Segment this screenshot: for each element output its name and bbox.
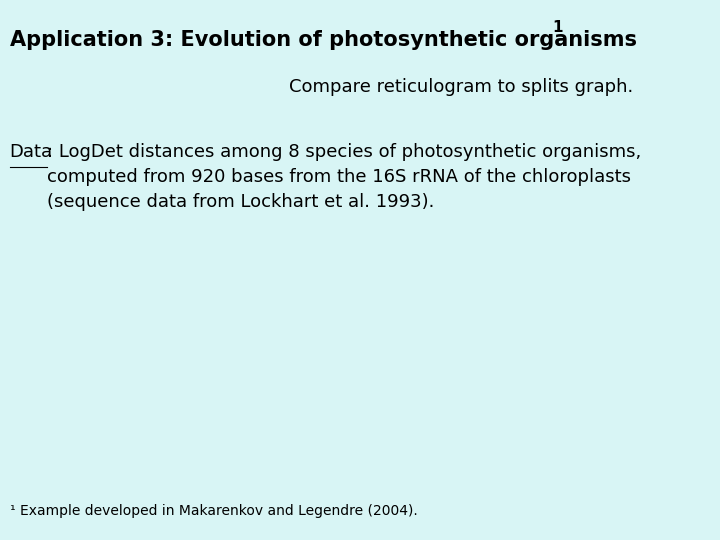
Text: Compare reticulogram to splits graph.: Compare reticulogram to splits graph. [289,78,633,96]
Text: ¹ Example developed in Makarenkov and Legendre (2004).: ¹ Example developed in Makarenkov and Le… [9,504,418,518]
Text: 1: 1 [553,20,563,35]
Text: Application 3: Evolution of photosynthetic organisms: Application 3: Evolution of photosynthet… [9,30,636,50]
Text: : LogDet distances among 8 species of photosynthetic organisms,
computed from 92: : LogDet distances among 8 species of ph… [47,143,642,211]
Text: Data: Data [9,143,53,161]
